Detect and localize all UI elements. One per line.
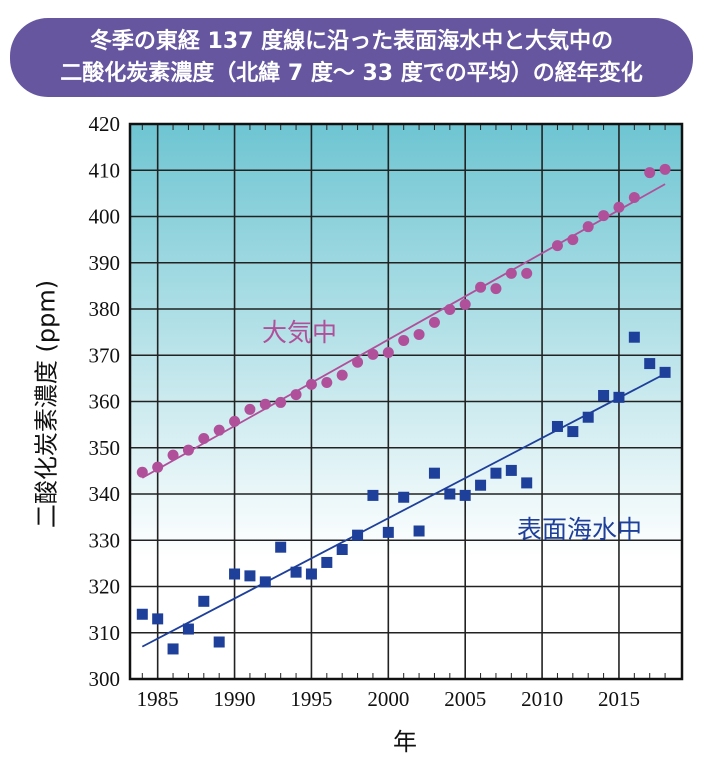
atmosphere-point: [428, 316, 440, 328]
y-tick-label: 340: [89, 482, 121, 506]
atmosphere-point: [336, 369, 348, 381]
atmosphere-point: [521, 267, 533, 279]
x-tick-label: 2000: [367, 687, 409, 711]
ocean-point: [305, 568, 317, 580]
ocean-series-label: 表面海水中: [517, 515, 642, 544]
atmosphere-point: [198, 433, 210, 444]
y-tick-label: 410: [89, 158, 121, 182]
ocean-point: [644, 358, 656, 370]
atmosphere-point: [167, 449, 179, 461]
x-tick-label: 1990: [214, 687, 256, 711]
ocean-point: [136, 608, 148, 620]
y-tick-label: 370: [89, 343, 121, 367]
ocean-point: [551, 420, 563, 432]
x-axis-label: 年: [393, 728, 417, 756]
ocean-point: [367, 489, 379, 501]
ocean-point: [198, 595, 210, 607]
plot-frame: [128, 122, 684, 681]
x-tick-label: 2010: [521, 687, 563, 711]
ocean-point: [336, 544, 348, 555]
title-line-1: 冬季の東経 137 度線に沿った表面海水中と大気中の: [89, 29, 614, 54]
atmosphere-point: [182, 444, 194, 456]
ocean-point: [182, 623, 194, 635]
y-tick-label: 330: [89, 528, 121, 552]
atmosphere-point: [551, 240, 563, 252]
atmosphere-point: [244, 403, 256, 415]
atmosphere-point: [275, 396, 287, 408]
atmosphere-trend-line: [141, 183, 666, 479]
atmosphere-point: [505, 267, 517, 279]
atmosphere-point: [459, 298, 471, 310]
atmosphere-point: [644, 167, 656, 179]
ocean-point: [213, 636, 225, 648]
y-tick-label: 350: [89, 436, 121, 460]
ocean-point: [490, 467, 502, 479]
ocean-point: [659, 366, 671, 378]
atmosphere-point: [367, 348, 379, 360]
ocean-point: [475, 479, 487, 491]
ocean-trend-line: [141, 372, 666, 648]
atmosphere-point: [152, 461, 164, 473]
atmosphere-point: [628, 192, 640, 204]
ocean-point: [521, 477, 533, 489]
atmosphere-point: [290, 389, 302, 401]
ocean-point: [413, 525, 425, 537]
y-tick-label: 420: [89, 112, 121, 136]
atmosphere-point: [490, 283, 502, 295]
ocean-point: [382, 526, 394, 538]
atmosphere-point: [598, 210, 610, 222]
atmosphere-point: [136, 466, 148, 478]
atmosphere-point: [613, 201, 625, 213]
title-line-2: 二酸化炭素濃度（北緯 7 度～ 33 度での平均）の経年変化: [60, 61, 643, 86]
y-tick-label: 360: [89, 390, 121, 414]
ocean-point: [582, 411, 594, 423]
atmosphere-point: [567, 234, 579, 246]
ocean-point: [229, 568, 241, 580]
atmosphere-point: [413, 328, 425, 340]
ocean-point: [613, 391, 625, 403]
ocean-point: [459, 489, 471, 501]
atmosphere-point: [213, 424, 225, 436]
atmosphere-series-label: 大気中: [262, 318, 337, 347]
x-tick-label: 1995: [290, 687, 332, 711]
ocean-point: [598, 389, 610, 401]
atmosphere-point: [305, 378, 317, 390]
ocean-point: [505, 464, 517, 476]
ocean-point: [152, 613, 164, 625]
ocean-point: [259, 576, 271, 588]
y-tick-label: 390: [89, 251, 121, 275]
atmosphere-point: [475, 281, 487, 293]
atmosphere-point: [582, 221, 594, 233]
chart-title: 冬季の東経 137 度線に沿った表面海水中と大気中の 二酸化炭素濃度（北緯 7 …: [10, 18, 693, 97]
y-tick-label: 310: [89, 621, 121, 645]
x-tick-label: 2005: [444, 687, 486, 711]
ocean-point: [444, 488, 456, 500]
atmosphere-point: [444, 303, 456, 315]
x-tick-label: 2015: [598, 687, 640, 711]
ocean-point: [244, 570, 256, 582]
atmosphere-point: [659, 163, 671, 175]
atmosphere-point: [398, 334, 410, 346]
ocean-point: [290, 566, 302, 578]
ocean-point: [352, 529, 364, 541]
ocean-point: [398, 491, 410, 503]
ocean-point: [428, 467, 440, 479]
atmosphere-point: [259, 398, 271, 410]
atmosphere-point: [352, 356, 364, 368]
ocean-point: [321, 556, 333, 568]
ocean-point: [167, 643, 179, 655]
y-tick-label: 380: [89, 297, 121, 321]
ocean-point: [275, 541, 287, 553]
ocean-point: [628, 331, 640, 343]
y-axis-label: 二酸化炭素濃度 (ppm): [32, 279, 61, 529]
y-tick-label: 400: [89, 205, 121, 229]
atmosphere-point: [321, 377, 333, 389]
x-tick-label: 1985: [137, 687, 179, 711]
ocean-point: [567, 426, 579, 438]
atmosphere-point: [229, 415, 241, 427]
atmosphere-point: [382, 346, 394, 358]
y-tick-label: 300: [89, 667, 121, 691]
y-tick-label: 320: [89, 575, 121, 599]
